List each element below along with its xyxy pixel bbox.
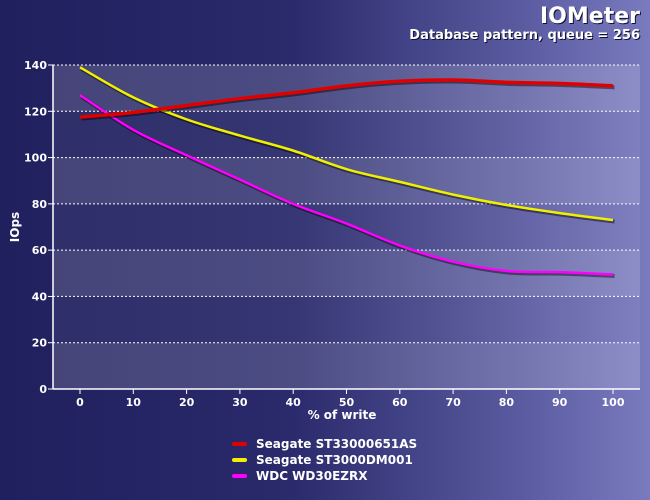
plot-band <box>53 157 640 204</box>
plot-band <box>53 65 640 112</box>
series-line-1 <box>79 78 614 119</box>
axes <box>48 64 640 394</box>
y-tick-label: 40 <box>32 290 48 303</box>
legend-item: WDC WD30EZRX <box>232 468 417 484</box>
legend-label: Seagate ST33000651AS <box>256 437 418 451</box>
y-tick-label: 0 <box>39 383 47 396</box>
legend: Seagate ST33000651AS Seagate ST3000DM001… <box>232 436 417 484</box>
series-lines <box>79 66 615 278</box>
x-tick-label: 20 <box>179 396 195 409</box>
x-tick-label: 60 <box>392 396 408 409</box>
x-tick-label: 10 <box>126 396 142 409</box>
chart-title: IOMeter <box>540 4 640 29</box>
y-tick-labels: 0 20 40 60 80 100 120 140 <box>24 59 47 396</box>
plot-band <box>53 296 640 343</box>
legend-label: WDC WD30EZRX <box>256 469 368 483</box>
x-axis-title: % of write <box>308 408 377 422</box>
x-tick-label: 100 <box>602 396 625 409</box>
y-tick-label: 20 <box>32 337 48 350</box>
legend-item: Seagate ST3000DM001 <box>232 452 417 468</box>
y-tick-label: 120 <box>24 105 47 118</box>
x-tick-label: 70 <box>445 396 461 409</box>
y-tick-label: 140 <box>24 59 47 72</box>
legend-label: Seagate ST3000DM001 <box>256 453 413 467</box>
y-tick-label: 60 <box>32 244 48 257</box>
legend-swatch-3 <box>232 474 247 478</box>
chart-subtitle: Database pattern, queue = 256 <box>409 28 640 43</box>
plot-bands <box>53 65 640 389</box>
legend-item: Seagate ST33000651AS <box>232 436 417 452</box>
x-tick-label: 0 <box>76 396 84 409</box>
y-axis-title: IOps <box>8 212 22 242</box>
x-tick-label: 40 <box>286 396 302 409</box>
x-tick-label: 90 <box>552 396 568 409</box>
series-line-2 <box>79 66 614 222</box>
plot-band <box>53 342 640 389</box>
y-tick-label: 80 <box>32 198 48 211</box>
plot-band <box>53 111 640 158</box>
legend-swatch-2 <box>232 458 247 462</box>
plot-band <box>53 250 640 297</box>
legend-swatch-1 <box>232 442 247 446</box>
x-tick-label: 80 <box>499 396 515 409</box>
x-tick-label: 50 <box>339 396 355 409</box>
x-tick-label: 30 <box>232 396 248 409</box>
x-tick-labels: 0 10 20 30 40 50 60 70 80 90 100 <box>76 396 625 409</box>
grid-lines <box>53 64 640 344</box>
y-tick-label: 100 <box>24 152 47 165</box>
series-line-3 <box>79 94 614 276</box>
